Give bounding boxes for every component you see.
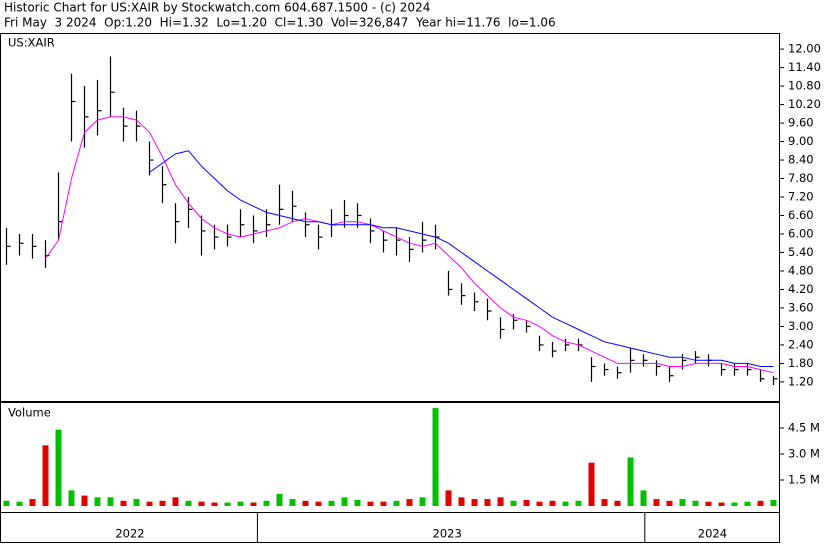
- volume-bar: [484, 499, 491, 506]
- volume-bar: [718, 502, 725, 506]
- year-label: 2022: [115, 527, 144, 541]
- volume-bar: [471, 499, 478, 506]
- volume-bar: [692, 500, 699, 506]
- y-tick-label: 1.80: [788, 356, 814, 370]
- volume-bar: [731, 502, 738, 506]
- volume-bar: [510, 500, 517, 506]
- y-tick-label: 3.00: [788, 319, 814, 333]
- year-label: 2023: [433, 527, 462, 541]
- volume-bar: [250, 502, 257, 506]
- moving-average: [149, 150, 774, 367]
- volume-bar: [640, 490, 647, 506]
- volume-bar: [406, 499, 413, 506]
- y-tick-label: 4.80: [788, 263, 814, 277]
- volume-tick-label: 1.5 M: [788, 473, 820, 487]
- volume-bar: [302, 500, 309, 506]
- volume-bar: [614, 500, 621, 506]
- y-tick-label: 2.40: [788, 337, 814, 351]
- volume-bar: [419, 497, 426, 506]
- volume-bar: [172, 497, 179, 506]
- volume-bar: [211, 502, 218, 506]
- y-tick-label: 11.40: [788, 60, 821, 74]
- volume-bar: [237, 501, 244, 506]
- volume-bar: [458, 497, 465, 506]
- volume-bar: [432, 408, 439, 506]
- volume-bar: [289, 499, 296, 506]
- volume-bar: [757, 500, 764, 506]
- volume-bar: [523, 499, 530, 506]
- volume-bar: [770, 499, 777, 506]
- volume-bar: [393, 500, 400, 506]
- volume-bar: [744, 501, 751, 506]
- volume-bar: [315, 501, 322, 506]
- y-tick-label: 5.40: [788, 245, 814, 259]
- volume-tick-label: 4.5 M: [788, 421, 820, 435]
- y-tick-label: 7.80: [788, 171, 814, 185]
- volume-tick-label: 3.0 M: [788, 447, 820, 461]
- volume-bar: [705, 501, 712, 506]
- volume-bar: [120, 500, 127, 506]
- date-strip: [0, 512, 780, 543]
- volume-bar: [146, 501, 153, 506]
- volume-bar: [562, 501, 569, 506]
- volume-bar: [42, 445, 49, 506]
- volume-bar: [341, 497, 348, 506]
- volume-bar: [588, 462, 595, 506]
- volume-bar: [133, 499, 140, 506]
- volume-bar: [380, 501, 387, 506]
- y-tick-label: 6.60: [788, 208, 814, 222]
- volume-bar: [627, 457, 634, 506]
- volume-label: Volume: [8, 406, 51, 420]
- header-info: Fri May 3 2024 Op:1.20 Hi=1.32 Lo=1.20 C…: [4, 16, 556, 30]
- volume-bar: [3, 500, 10, 506]
- y-tick-label: 7.20: [788, 190, 814, 204]
- y-tick-label: 4.20: [788, 282, 814, 296]
- y-tick-label: 6.00: [788, 226, 814, 240]
- year-label: 2024: [698, 527, 727, 541]
- volume-bar: [81, 495, 88, 506]
- y-tick-label: 10.80: [788, 79, 821, 93]
- volume-bar: [55, 429, 62, 506]
- y-tick-label: 1.20: [788, 374, 814, 388]
- volume-bar: [445, 490, 452, 506]
- volume-bar: [549, 500, 556, 506]
- volume-bar: [328, 500, 335, 506]
- price-panel: [0, 33, 780, 402]
- volume-bar: [68, 490, 75, 506]
- volume-bar: [575, 500, 582, 506]
- volume-bar: [601, 499, 608, 506]
- header-title: Historic Chart for US:XAIR by Stockwatch…: [4, 1, 430, 15]
- symbol-label: US:XAIR: [8, 36, 55, 50]
- volume-bar: [679, 499, 686, 506]
- volume-bar: [653, 499, 660, 506]
- volume-bar: [497, 497, 504, 506]
- volume-bar: [185, 500, 192, 506]
- volume-bar: [29, 499, 36, 506]
- y-tick-label: 9.60: [788, 116, 814, 130]
- volume-bar: [276, 493, 283, 506]
- volume-bar: [263, 500, 270, 506]
- y-tick-label: 8.40: [788, 153, 814, 167]
- volume-bar: [354, 499, 361, 506]
- volume-bar: [666, 500, 673, 506]
- volume-bar: [107, 497, 114, 506]
- volume-bar: [367, 501, 374, 506]
- y-tick-label: 3.60: [788, 300, 814, 314]
- volume-bar: [94, 497, 101, 506]
- volume-panel: [0, 402, 780, 513]
- volume-bar: [198, 501, 205, 506]
- y-tick-label: 12.00: [788, 42, 821, 56]
- volume-bar: [224, 502, 231, 506]
- moving-average: [45, 116, 774, 374]
- volume-bar: [536, 501, 543, 506]
- y-tick-label: 10.20: [788, 97, 821, 111]
- y-tick-label: 9.00: [788, 134, 814, 148]
- volume-bar: [16, 501, 23, 506]
- volume-bar: [159, 500, 166, 506]
